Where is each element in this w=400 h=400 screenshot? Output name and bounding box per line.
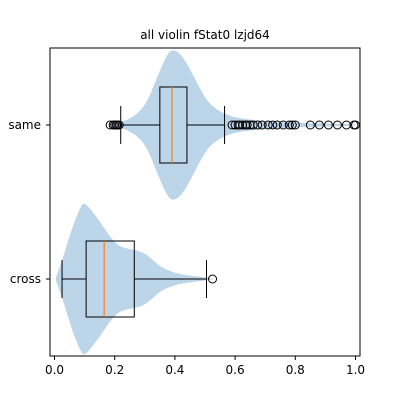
- y-axis: cross same: [8, 118, 50, 286]
- outlier-same-15: [253, 120, 263, 130]
- outlier-same-14: [248, 120, 258, 130]
- x-tick-label-4: 0.8: [286, 363, 305, 377]
- violin-layer: [56, 50, 356, 355]
- outlier-same-18: [268, 120, 278, 130]
- violin-same: [108, 50, 356, 200]
- outlier-same-20: [278, 120, 288, 130]
- outlier-same-23: [290, 120, 300, 130]
- outlier-layer: [105, 120, 360, 284]
- box-same: [159, 86, 188, 164]
- outlier-same-22: [287, 120, 297, 130]
- y-tick-label-same: same: [8, 118, 41, 132]
- x-tick-label-1: 0.2: [105, 363, 124, 377]
- outlier-same-27: [332, 120, 342, 130]
- outlier-same-12: [242, 120, 252, 130]
- box-cross: [85, 240, 135, 318]
- box-layer: [61, 86, 226, 318]
- outlier-same-30: [350, 120, 360, 130]
- outlier-same-24: [305, 120, 315, 130]
- x-tick-label-5: 1.0: [346, 363, 365, 377]
- outlier-same-21: [284, 120, 294, 130]
- outlier-cross-0: [208, 274, 218, 284]
- outlier-same-16: [257, 120, 267, 130]
- x-tick-label-0: 0.0: [45, 363, 64, 377]
- plot-frame: [49, 47, 361, 357]
- x-axis: 0.0 0.2 0.4 0.6 0.8 1.0: [45, 356, 365, 377]
- outlier-same-5: [114, 120, 124, 130]
- outlier-same-26: [323, 120, 333, 130]
- chart-title: all violin fStat0 lzjd64: [140, 28, 270, 42]
- x-tick-label-3: 0.6: [226, 363, 245, 377]
- outlier-same-25: [314, 120, 324, 130]
- y-tick-label-cross: cross: [10, 272, 41, 286]
- outlier-same-17: [263, 120, 273, 130]
- x-tick-label-2: 0.4: [165, 363, 184, 377]
- outlier-same-19: [272, 120, 282, 130]
